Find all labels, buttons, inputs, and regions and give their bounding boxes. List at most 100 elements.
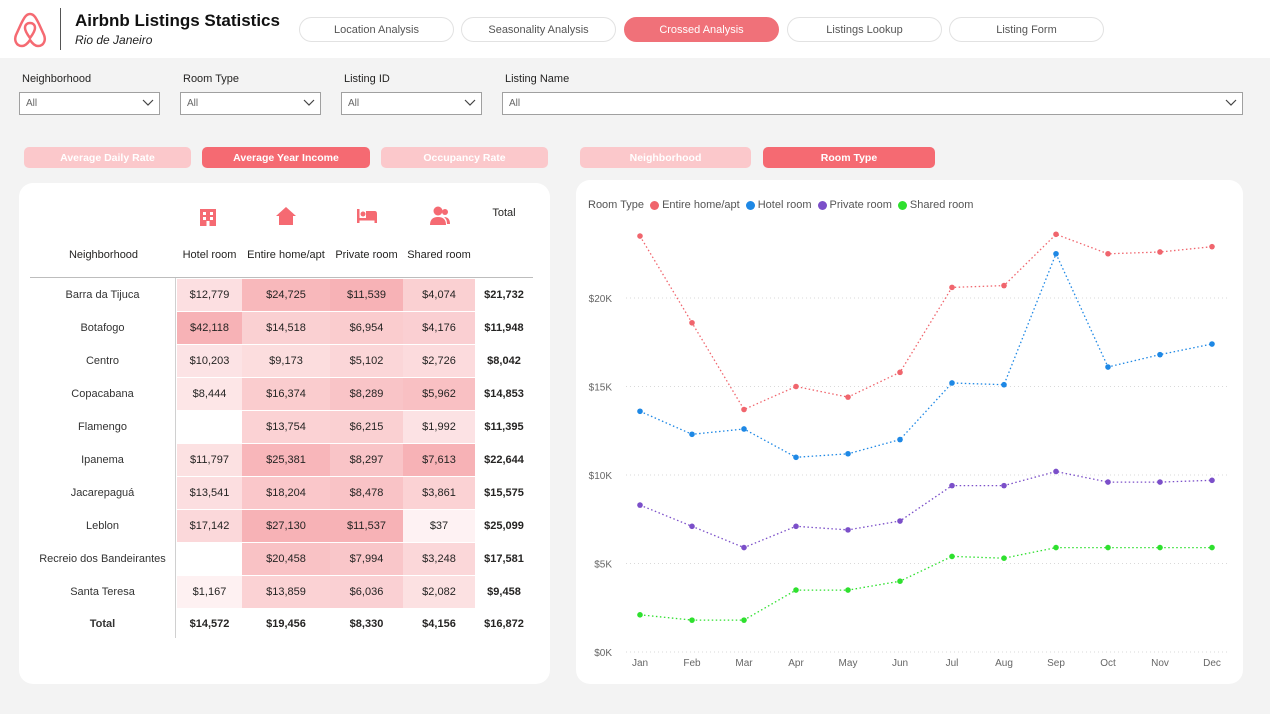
legend-hotel-room[interactable]: Hotel room	[745, 199, 812, 211]
data-point	[793, 383, 799, 390]
row-total: $21,732	[484, 289, 524, 301]
data-point	[1001, 555, 1007, 561]
y-tick-label: $5K	[594, 560, 612, 571]
matrix-cell: $6,215	[330, 411, 403, 443]
average-daily-rate-button[interactable]: Average Daily Rate	[24, 147, 191, 168]
row-label: Ipanema	[81, 454, 124, 466]
legend-private-room[interactable]: Private room	[817, 199, 892, 211]
matrix-cell: $25,381	[242, 444, 330, 476]
totals-row-label: Total	[89, 618, 116, 630]
totals-cell: $4,156	[422, 618, 456, 630]
chart-card	[576, 180, 1243, 684]
data-point	[1001, 282, 1007, 289]
row-label: Jacarepaguá	[70, 487, 135, 499]
matrix-cell: $8,297	[330, 444, 403, 476]
matrix-cell: $18,204	[242, 477, 330, 509]
data-point	[1105, 544, 1111, 551]
x-tick-label: Feb	[683, 658, 701, 669]
x-tick-label: Jun	[892, 658, 908, 669]
data-point	[897, 518, 903, 524]
row-total: $15,575	[484, 487, 524, 499]
legend-label: Private room	[829, 199, 892, 211]
matrix-cell: $3,861	[403, 477, 475, 509]
row-total: $14,853	[484, 388, 524, 400]
tab-listing-form[interactable]: Listing Form	[949, 17, 1104, 42]
data-point	[1001, 381, 1007, 388]
matrix-cell: $3,248	[403, 543, 475, 575]
occupancy-rate-button[interactable]: Occupancy Rate	[381, 147, 548, 168]
neighborhood-filter[interactable]: All	[19, 92, 160, 115]
legend-entire-home[interactable]: Entire home/apt	[650, 199, 740, 211]
matrix-cell: $12,779	[177, 279, 242, 311]
data-point	[689, 617, 695, 623]
x-tick-label: Oct	[1100, 658, 1116, 669]
private-room-column-header: Private room	[335, 249, 398, 261]
total-column-header: Total	[492, 207, 516, 219]
matrix-cell: $1,992	[403, 411, 475, 443]
tab-location-analysis[interactable]: Location Analysis	[299, 17, 454, 42]
data-point	[1053, 468, 1059, 475]
room-type-breakdown-button[interactable]: Room Type	[763, 147, 935, 168]
matrix-cell: $37	[403, 510, 475, 542]
data-point	[1053, 231, 1059, 238]
matrix-cell: $13,859	[242, 576, 330, 608]
tab-crossed-analysis[interactable]: Crossed Analysis	[624, 17, 779, 42]
matrix-cell: $7,613	[403, 444, 475, 476]
legend-title: Room Type	[588, 199, 645, 211]
matrix-cell	[177, 411, 242, 443]
data-point	[897, 578, 903, 584]
row-label: Centro	[85, 355, 120, 367]
data-point	[1001, 482, 1007, 489]
matrix-cell: $6,954	[330, 312, 403, 344]
matrix-cell: $17,142	[177, 510, 242, 542]
top-header: Airbnb Listings Statistics Rio de Janeir…	[0, 0, 1270, 58]
matrix-cell: $1,167	[177, 576, 242, 608]
matrix-cell: $11,797	[177, 444, 242, 476]
row-label-divider-line	[175, 278, 176, 638]
data-point	[1053, 250, 1059, 257]
neighborhood-filter-value: All	[26, 98, 38, 109]
room-type-filter[interactable]: All	[180, 92, 321, 115]
data-point	[1157, 351, 1163, 358]
listing-id-filter[interactable]: All	[341, 92, 482, 115]
listing-name-filter[interactable]: All	[502, 92, 1243, 115]
data-point	[689, 431, 695, 438]
x-tick-label: Sep	[1047, 658, 1065, 669]
legend-label: Entire home/apt	[662, 199, 740, 211]
data-point	[741, 426, 747, 432]
data-point	[1209, 477, 1215, 484]
average-year-income-button[interactable]: Average Year Income	[202, 147, 370, 168]
data-point	[949, 482, 955, 489]
header-divider-line	[30, 277, 533, 278]
totals-cell: $8,330	[349, 618, 384, 630]
x-tick-label: Mar	[735, 658, 753, 669]
row-label: Leblon	[85, 520, 120, 532]
listing-name-filter-label: Listing Name	[505, 73, 570, 85]
listing-name-filter-value: All	[509, 98, 521, 109]
data-point	[689, 523, 695, 530]
tab-seasonality-analysis[interactable]: Seasonality Analysis	[461, 17, 616, 42]
tab-listings-lookup[interactable]: Listings Lookup	[787, 17, 942, 42]
data-point	[637, 502, 643, 508]
data-point	[1157, 479, 1163, 485]
matrix-cell: $5,102	[330, 345, 403, 377]
data-point	[741, 544, 747, 551]
data-point	[793, 587, 799, 593]
matrix-cell: $13,541	[177, 477, 242, 509]
row-total: $22,644	[484, 454, 524, 466]
data-point	[1157, 544, 1163, 551]
data-point	[741, 617, 747, 623]
matrix-card	[19, 183, 550, 684]
legend-shared-room[interactable]: Shared room	[897, 199, 973, 211]
data-point	[1209, 341, 1215, 347]
row-total: $17,581	[484, 553, 524, 565]
y-tick-label: $15K	[589, 383, 613, 394]
chevron-down-icon	[142, 99, 154, 106]
neighborhood-breakdown-button[interactable]: Neighborhood	[580, 147, 751, 168]
matrix-cell: $42,118	[177, 312, 242, 344]
matrix-cell: $24,725	[242, 279, 330, 311]
data-point	[793, 523, 799, 530]
data-point	[1105, 364, 1111, 370]
x-tick-label: Jan	[632, 658, 648, 669]
matrix-cell: $8,289	[330, 378, 403, 410]
